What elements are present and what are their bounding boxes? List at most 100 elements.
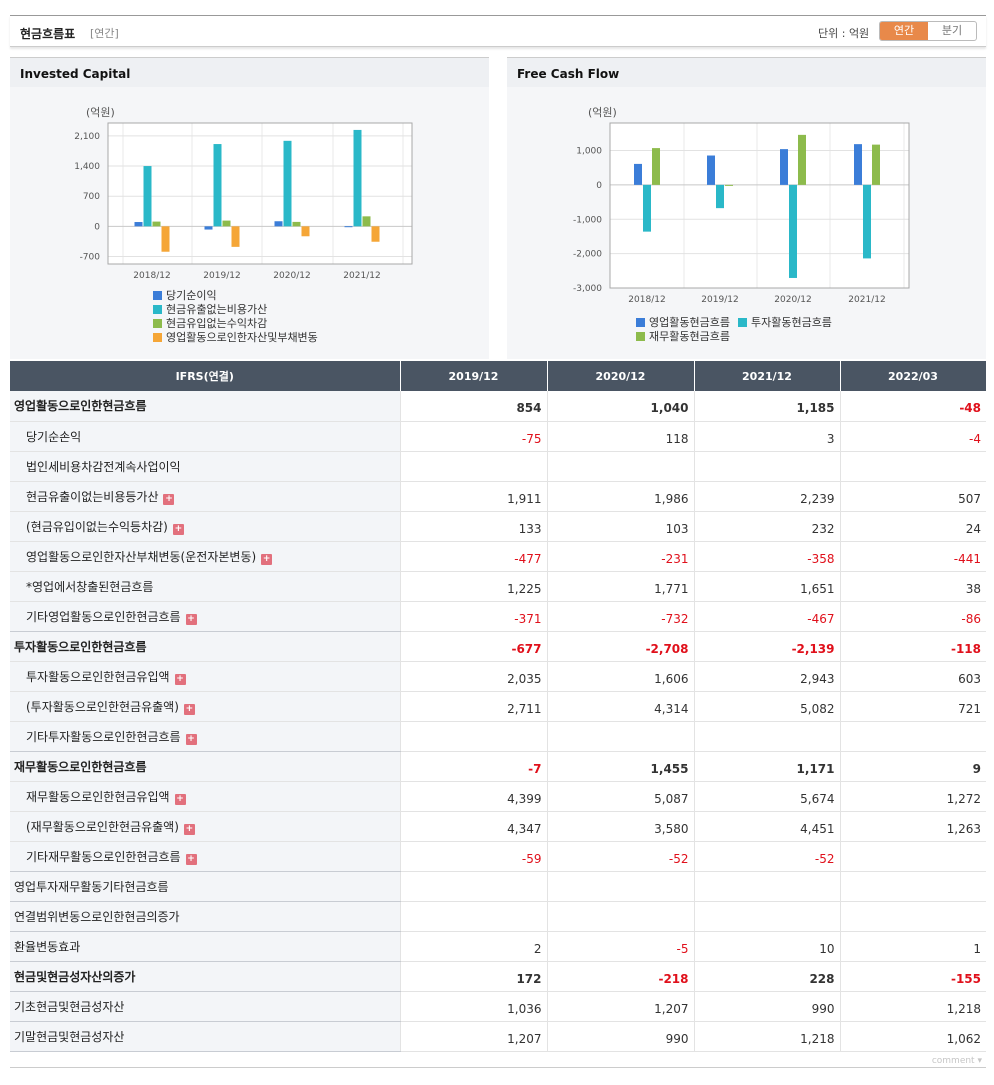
row-label: 법인세비용차감전계속사업이익 xyxy=(10,451,400,482)
free-cash-flow-panel: Free Cash Flow -3,000 -2,000 -1,000 0 1,000 2… xyxy=(507,57,986,359)
value-cell: 103 xyxy=(546,511,694,542)
table-row: 기말현금및현금성자산 1,207 990 1,218 1,062 xyxy=(10,1021,986,1052)
expand-plus-icon[interactable]: + xyxy=(185,733,197,745)
table-row: 영업활동으로인한자산부채변동(운전자본변동) + -477 -231 -358 -441 xyxy=(10,541,986,572)
table-row: *영업에서창출된현금흐름 1,225 1,771 1,651 38 xyxy=(10,571,986,602)
expand-plus-icon[interactable]: + xyxy=(185,853,197,865)
value-cell: 1,207 xyxy=(399,1021,547,1052)
value-cell xyxy=(839,871,986,902)
expand-plus-icon[interactable]: + xyxy=(261,553,273,565)
legend-swatch xyxy=(737,318,747,327)
x-tick-label: 2021/12 xyxy=(848,295,885,305)
bar-0-2 xyxy=(274,221,283,227)
value-cell: 118 xyxy=(546,421,694,452)
legend-label: 영업활동으로인한자산및부채변동 xyxy=(166,331,318,344)
value-cell: 2,239 xyxy=(693,481,840,512)
caret-down-icon: ▾ xyxy=(977,1056,982,1066)
value-cell xyxy=(839,841,986,872)
table-row: 영업활동으로인한현금흐름 854 1,040 1,185 -48 xyxy=(10,391,986,422)
bar-2-0 xyxy=(652,148,660,185)
section-period: [연간] xyxy=(90,27,119,40)
comment-toggle[interactable]: comment ▾ xyxy=(10,1054,986,1068)
x-tick-label: 2020/12 xyxy=(774,295,811,305)
invested-capital-legend: 당기순이익 현금유출없는비용가산 현금유입없는수익차감 영업활동으로인한자산및부채변동 xyxy=(153,289,318,345)
row-label-text: 투자활동으로인한현금유입액 xyxy=(26,669,170,684)
value-cell: 2,035 xyxy=(399,661,547,692)
expand-plus-icon[interactable]: + xyxy=(174,673,186,685)
legend-row: 영업활동으로인한자산및부채변동 xyxy=(153,331,318,345)
bar-0-3 xyxy=(854,144,862,185)
value-cell: 38 xyxy=(839,571,986,602)
x-tick-label: 2019/12 xyxy=(203,271,240,281)
row-label-text: 투자활동으로인한현금흐름 xyxy=(14,639,147,654)
expand-plus-icon[interactable]: + xyxy=(163,493,175,505)
row-label: 기말현금및현금성자산 xyxy=(10,1021,400,1052)
value-cell: -441 xyxy=(839,541,986,572)
value-cell: 721 xyxy=(839,691,986,722)
column-header-label: IFRS(연결) xyxy=(10,361,401,391)
legend-swatch xyxy=(153,319,162,328)
bar-1-0 xyxy=(643,184,651,232)
plot-border xyxy=(609,122,910,289)
annual-button[interactable]: 연간 xyxy=(880,22,928,40)
value-cell: -52 xyxy=(693,841,840,872)
value-cell: 24 xyxy=(839,511,986,542)
row-label: 재무활동으로인한현금유입액 + xyxy=(10,781,400,812)
bar-2-1 xyxy=(725,184,733,186)
value-cell: 990 xyxy=(693,991,840,1022)
table-row: 환율변동효과 2 -5 10 1 xyxy=(10,931,986,962)
legend-row: 당기순이익 xyxy=(153,289,318,303)
row-label: 영업활동으로인한자산부채변동(운전자본변동) + xyxy=(10,541,400,572)
bar-3-1 xyxy=(231,226,240,247)
section-title: 현금흐름표 xyxy=(20,27,76,41)
value-cell xyxy=(839,901,986,932)
expand-plus-icon[interactable]: + xyxy=(172,523,184,535)
value-cell xyxy=(693,721,840,752)
row-label: 기초현금및현금성자산 xyxy=(10,991,400,1022)
unit-label: (억원) xyxy=(588,106,617,119)
value-cell: -48 xyxy=(839,391,986,422)
value-cell: 1,171 xyxy=(693,751,840,782)
expand-plus-icon[interactable]: + xyxy=(185,613,197,625)
quarter-button[interactable]: 분기 xyxy=(941,24,963,37)
bar-3-2 xyxy=(301,226,310,237)
row-label-text: 법인세비용차감전계속사업이익 xyxy=(26,459,181,474)
bar-1-2 xyxy=(283,140,292,227)
column-header-period: 2022/03 xyxy=(839,361,987,391)
value-cell: 854 xyxy=(399,391,547,422)
row-label-text: 영업투자재무활동기타현금흐름 xyxy=(14,879,169,894)
value-cell: 1,263 xyxy=(839,811,986,842)
comment-label: comment xyxy=(931,1056,975,1066)
table-row: 현금및현금성자산의증가 172 -218 228 -155 xyxy=(10,961,986,992)
expand-plus-icon[interactable]: + xyxy=(183,823,195,835)
expand-plus-icon[interactable]: + xyxy=(174,793,186,805)
legend-label: 당기순이익 xyxy=(166,289,217,302)
y-tick-label: -1,000 xyxy=(573,215,602,225)
row-label-text: 재무활동으로인한현금흐름 xyxy=(14,759,147,774)
table-row: (현금유입이없는수익등차감) +133 103 232 24 xyxy=(10,511,986,542)
value-cell: -218 xyxy=(546,961,694,992)
value-cell: 1 xyxy=(839,931,986,962)
value-cell: 4,347 xyxy=(399,811,547,842)
row-label: 연결범위변동으로인한현금의증가 xyxy=(10,901,400,932)
value-cell: 2,943 xyxy=(693,661,840,692)
legend-label: 재무활동현금흐름 xyxy=(649,330,730,343)
row-label-text: 환율변동효과 xyxy=(14,939,81,954)
value-cell: 5,674 xyxy=(693,781,840,812)
value-cell: -59 xyxy=(399,841,547,872)
row-label: 기타영업활동으로인한현금흐름 + xyxy=(10,601,400,632)
value-cell: 228 xyxy=(693,961,840,992)
expand-plus-icon[interactable]: + xyxy=(183,703,195,715)
row-label-text: 재무활동으로인한현금유입액 xyxy=(26,789,170,804)
value-cell: 5,087 xyxy=(546,781,694,812)
value-cell: 3,580 xyxy=(546,811,694,842)
y-tick-label: 2,100 xyxy=(74,132,100,142)
row-label: 재무활동으로인한현금흐름 xyxy=(10,751,400,782)
legend-swatch xyxy=(153,305,162,314)
value-cell: 507 xyxy=(839,481,986,512)
value-cell: 3 xyxy=(693,421,840,452)
y-tick-label: 700 xyxy=(83,192,100,202)
value-cell: -2,708 xyxy=(546,631,694,662)
table-row: 재무활동으로인한현금유입액 +4,399 5,087 5,674 1,272 xyxy=(10,781,986,812)
row-label: 현금유출이없는비용등가산 + xyxy=(10,481,400,512)
